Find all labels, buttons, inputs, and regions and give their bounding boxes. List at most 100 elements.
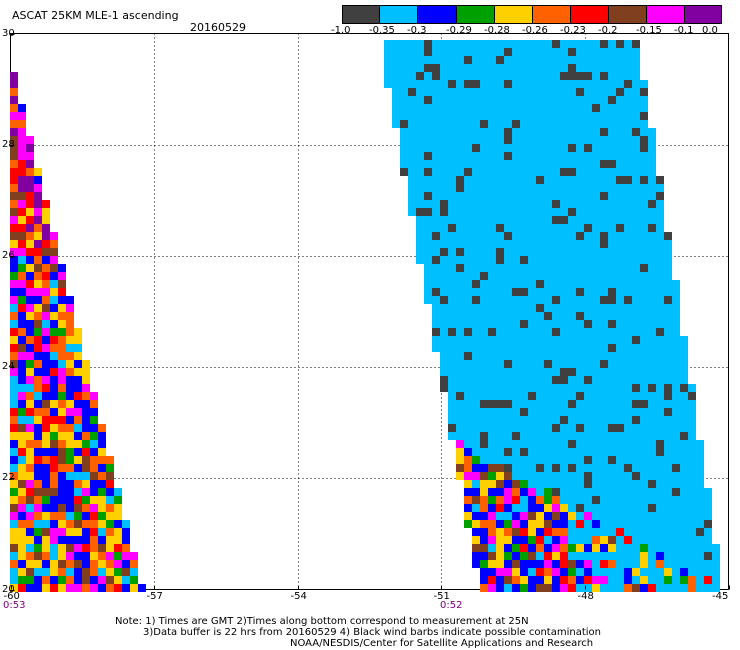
data-cell [18, 528, 26, 536]
data-cell [82, 552, 90, 560]
data-cell [656, 480, 664, 488]
data-cell [672, 304, 680, 312]
data-cell [480, 432, 488, 440]
data-cell [448, 208, 456, 216]
data-cell [584, 104, 592, 112]
data-cell [34, 456, 42, 464]
data-cell [520, 408, 528, 416]
data-cell [608, 392, 616, 400]
data-cell [472, 488, 480, 496]
data-cell [512, 472, 520, 480]
data-cell [50, 416, 58, 424]
data-cell [576, 384, 584, 392]
data-cell [58, 360, 66, 368]
data-cell [504, 384, 512, 392]
data-cell [440, 184, 448, 192]
data-cell [74, 440, 82, 448]
data-cell [66, 360, 74, 368]
data-cell [560, 88, 568, 96]
data-cell [106, 560, 114, 568]
data-cell [18, 384, 26, 392]
data-cell [544, 80, 552, 88]
data-cell [512, 88, 520, 96]
data-cell [600, 224, 608, 232]
data-cell [648, 128, 656, 136]
data-cell [536, 576, 544, 584]
data-cell [400, 64, 408, 72]
data-cell [616, 528, 624, 536]
data-cell [18, 416, 26, 424]
data-cell [568, 288, 576, 296]
data-cell [688, 488, 696, 496]
data-cell [432, 184, 440, 192]
data-cell [42, 304, 50, 312]
data-cell [440, 272, 448, 280]
data-cell [680, 584, 688, 592]
data-cell [600, 304, 608, 312]
data-cell [544, 400, 552, 408]
data-cell [440, 328, 448, 336]
data-cell [640, 488, 648, 496]
data-cell [528, 96, 536, 104]
data-cell [480, 376, 488, 384]
longitude-label: -60 [3, 591, 20, 602]
data-cell [504, 144, 512, 152]
data-cell [632, 200, 640, 208]
data-cell [90, 496, 98, 504]
data-cell [26, 384, 34, 392]
data-cell [456, 376, 464, 384]
data-cell [416, 56, 424, 64]
data-cell [528, 120, 536, 128]
data-cell [600, 576, 608, 584]
data-cell [696, 488, 704, 496]
data-cell [624, 296, 632, 304]
data-cell [520, 344, 528, 352]
data-cell [512, 280, 520, 288]
data-cell [672, 368, 680, 376]
data-cell [536, 416, 544, 424]
data-cell [464, 168, 472, 176]
data-cell [496, 496, 504, 504]
data-cell [512, 320, 520, 328]
data-cell [560, 208, 568, 216]
data-cell [592, 464, 600, 472]
data-cell [704, 568, 712, 576]
data-cell [90, 416, 98, 424]
data-cell [416, 168, 424, 176]
data-cell [18, 104, 26, 112]
data-cell [488, 264, 496, 272]
data-cell [488, 560, 496, 568]
data-cell [592, 376, 600, 384]
data-cell [648, 176, 656, 184]
data-cell [488, 296, 496, 304]
data-cell [122, 544, 130, 552]
data-cell [416, 64, 424, 72]
data-cell [536, 248, 544, 256]
data-cell [568, 40, 576, 48]
data-cell [528, 576, 536, 584]
data-cell [552, 392, 560, 400]
latitude-label: 20 [2, 583, 15, 595]
data-cell [34, 256, 42, 264]
data-cell [680, 408, 688, 416]
data-cell [568, 304, 576, 312]
data-cell [66, 392, 74, 400]
data-cell [696, 464, 704, 472]
data-cell [608, 160, 616, 168]
data-cell [568, 584, 576, 592]
data-cell [576, 472, 584, 480]
data-cell [512, 192, 520, 200]
data-cell [528, 336, 536, 344]
data-cell [106, 528, 114, 536]
data-cell [672, 336, 680, 344]
data-cell [392, 64, 400, 72]
data-cell [640, 552, 648, 560]
data-cell [416, 224, 424, 232]
data-cell [488, 528, 496, 536]
data-cell [608, 568, 616, 576]
data-cell [560, 160, 568, 168]
data-cell [560, 72, 568, 80]
data-cell [512, 512, 520, 520]
data-cell [648, 480, 656, 488]
data-cell [600, 504, 608, 512]
